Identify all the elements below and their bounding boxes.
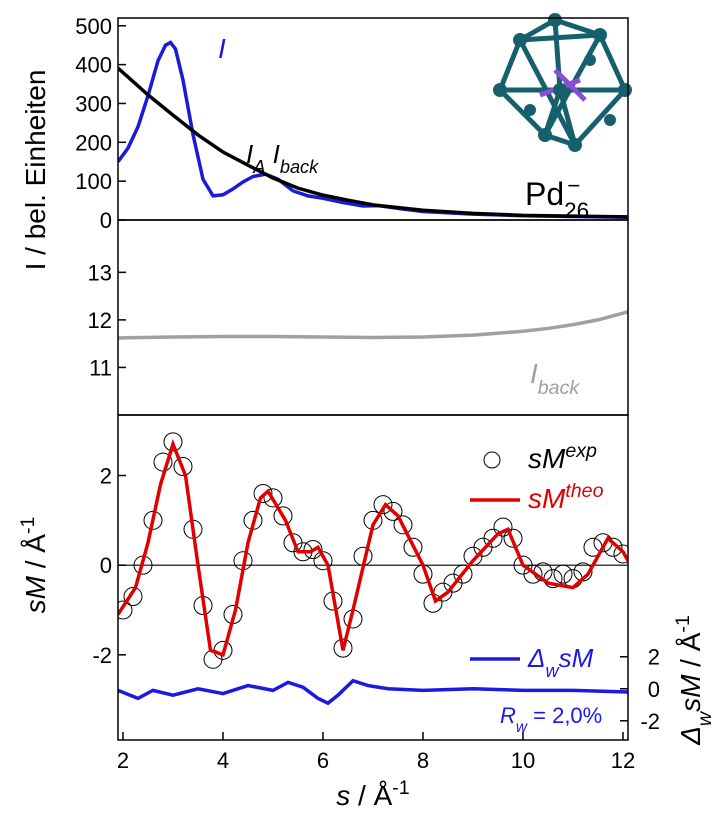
text-part: back: [538, 377, 581, 399]
text-part: / Å: [20, 534, 51, 576]
text-part: −: [567, 173, 580, 198]
text-part: sM: [20, 575, 51, 613]
text-part: I: [246, 139, 253, 169]
y-tick-label: 100: [75, 169, 112, 194]
y-axis-label: I / bel. Einheiten: [20, 70, 51, 271]
series-label: sMexp: [528, 440, 597, 474]
text-part: = 2,0%: [527, 703, 602, 728]
y2-axis-label: ΔwsM / Å-1: [672, 615, 712, 746]
y-tick-label: 13: [88, 260, 112, 285]
text-part: I: [218, 33, 226, 64]
data-line: [118, 444, 628, 655]
text-part: -1: [17, 517, 39, 534]
series-label: ΔwsM: [527, 643, 594, 681]
y-tick-label: 12: [88, 308, 112, 333]
text-part: 26: [564, 198, 589, 223]
text-part: sM: [675, 674, 706, 712]
y2-tick-label: -2: [640, 709, 660, 734]
text-part: I: [265, 139, 279, 169]
x-tick-label: 6: [317, 748, 329, 773]
y-tick-label: 400: [75, 53, 112, 78]
text-part: Δ: [527, 643, 545, 673]
cluster-image: [493, 13, 632, 152]
y-tick-label: 300: [75, 91, 112, 116]
x-tick-label: 8: [417, 748, 429, 773]
text-part: Pd: [525, 176, 564, 212]
text-part: s: [336, 780, 350, 811]
y2-tick-label: 0: [648, 677, 660, 702]
y-axis-label: sM / Å-1: [17, 517, 51, 614]
text-part: R: [500, 703, 516, 728]
series-label: Iback: [530, 358, 580, 399]
y-tick-label: 500: [75, 14, 112, 39]
series-label: I: [218, 33, 226, 64]
text-part: A: [252, 157, 265, 177]
text-part: theo: [565, 480, 603, 502]
text-part: sM: [528, 483, 566, 514]
series-label: sMtheo: [528, 480, 604, 514]
text-part: Δ: [675, 726, 706, 746]
legend-marker: [484, 452, 500, 468]
y-tick-label: -2: [92, 643, 112, 668]
x-tick-label: 4: [217, 748, 229, 773]
x-tick-label: 2: [117, 748, 129, 773]
y-tick-label: 11: [89, 355, 112, 380]
text-part: sM: [559, 643, 594, 673]
x-axis-label: s / Å-1: [336, 777, 409, 811]
x-tick-label: 12: [611, 748, 635, 773]
y-tick-label: 0: [100, 553, 112, 578]
text-part: -1: [392, 777, 409, 799]
data-point: [554, 565, 572, 583]
text-part: sM: [528, 443, 566, 474]
series-label: IA Iback: [246, 139, 319, 177]
text-part: exp: [565, 440, 597, 462]
text-part: / Å: [675, 632, 706, 674]
fit-quality: Rw = 2,0%: [500, 703, 602, 736]
chart: 0100200300400500111213-202-20224681012II…: [0, 0, 712, 823]
text-part: back: [280, 157, 319, 177]
data-line: [118, 681, 628, 703]
text-part: / Å: [350, 780, 392, 811]
text-part: I / bel. Einheiten: [20, 70, 51, 271]
y-tick-label: 200: [75, 130, 112, 155]
text-part: -1: [672, 615, 694, 632]
data-line: [118, 312, 628, 338]
y-tick-label: 0: [100, 208, 112, 233]
y2-tick-label: 2: [648, 645, 660, 670]
x-tick-label: 10: [511, 748, 535, 773]
y-tick-label: 2: [100, 464, 112, 489]
